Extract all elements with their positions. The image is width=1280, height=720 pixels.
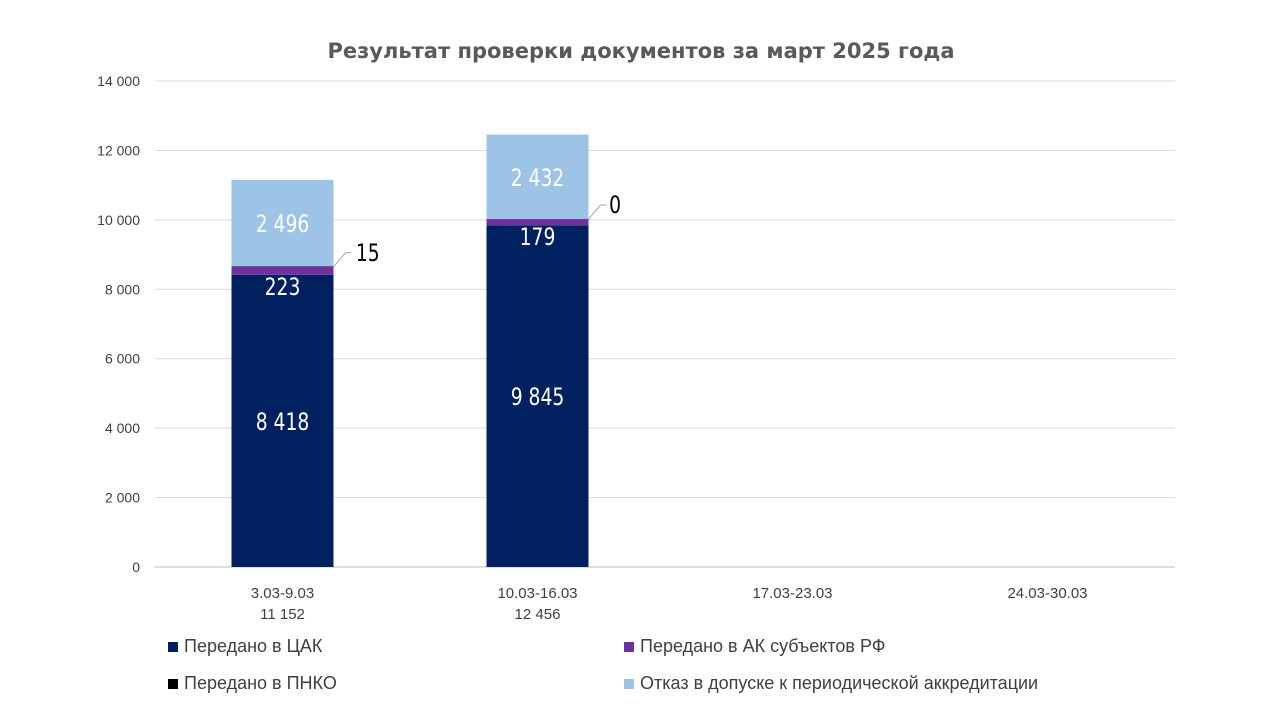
bar-data-label: 15: [356, 240, 380, 268]
legend-swatch: [168, 678, 178, 689]
bar-segment: [486, 134, 589, 220]
y-tick-label: 2 000: [105, 490, 140, 506]
legend-item: Передано в ПНКО: [168, 673, 337, 694]
bar-segment: [486, 225, 589, 567]
y-tick-label: 8 000: [105, 281, 140, 297]
x-axis: 3.03-9.03 11 152 10.03-16.03 12 456 17.03-23…: [251, 585, 1088, 623]
leader-line: [333, 252, 352, 268]
bar-segment: [231, 274, 334, 567]
legend-label: Передано в АК субъектов РФ: [640, 636, 886, 656]
y-tick-label: 0: [132, 559, 140, 575]
x-tick-label: 17.03-23.03: [752, 585, 832, 602]
legend-label: Передано в ПНКО: [184, 673, 337, 693]
bar-data-label: 8 418: [256, 409, 310, 437]
bar-data-label: 2 432: [511, 165, 565, 193]
legend-label: Отказ в допуске к периодической аккредит…: [640, 673, 1039, 693]
bar-segment: [231, 179, 334, 267]
legend: Передано в ЦАК Передано в АК субъектов РФ…: [168, 636, 1168, 712]
y-tick-label: 4 000: [105, 420, 140, 436]
bars: [231, 134, 589, 567]
legend-swatch: [624, 641, 634, 652]
bar-data-label: 0: [609, 192, 621, 220]
x-tick-label: 10.03-16.03 12 456: [497, 585, 577, 623]
legend-swatch: [168, 641, 178, 652]
x-tick-label: 3.03-9.03 11 152: [251, 585, 314, 623]
x-tick-label: 24.03-30.03: [1007, 585, 1087, 602]
data-labels: 8 418 223 15 2 496 9 845 179 0 2 432: [256, 165, 621, 437]
bar-data-label: 2 496: [256, 211, 310, 239]
bar-segment: [486, 219, 589, 226]
y-tick-label: 6 000: [105, 351, 140, 367]
bar-data-label: 9 845: [511, 384, 565, 412]
legend-item: Отказ в допуске к периодической аккредит…: [624, 673, 1038, 694]
bar-segment: [231, 267, 334, 275]
leader-line: [588, 204, 607, 220]
chart-title: Результат проверки документов за март 20…: [327, 39, 954, 63]
legend-item: Передано в ЦАК: [168, 636, 322, 657]
bar-segment: [231, 266, 334, 268]
y-axis: 0 2 000 4 000 6 000 8 000 10 000 12 000 14 000: [97, 73, 140, 575]
y-tick-label: 10 000: [97, 212, 140, 228]
bar-data-label: 223: [265, 274, 301, 302]
legend-item: Передано в АК субъектов РФ: [624, 636, 885, 657]
y-tick-label: 14 000: [97, 73, 140, 89]
legend-label: Передано в ЦАК: [184, 636, 323, 656]
y-tick-label: 12 000: [97, 142, 140, 158]
bar-data-label: 179: [520, 224, 556, 252]
legend-swatch: [624, 678, 634, 689]
